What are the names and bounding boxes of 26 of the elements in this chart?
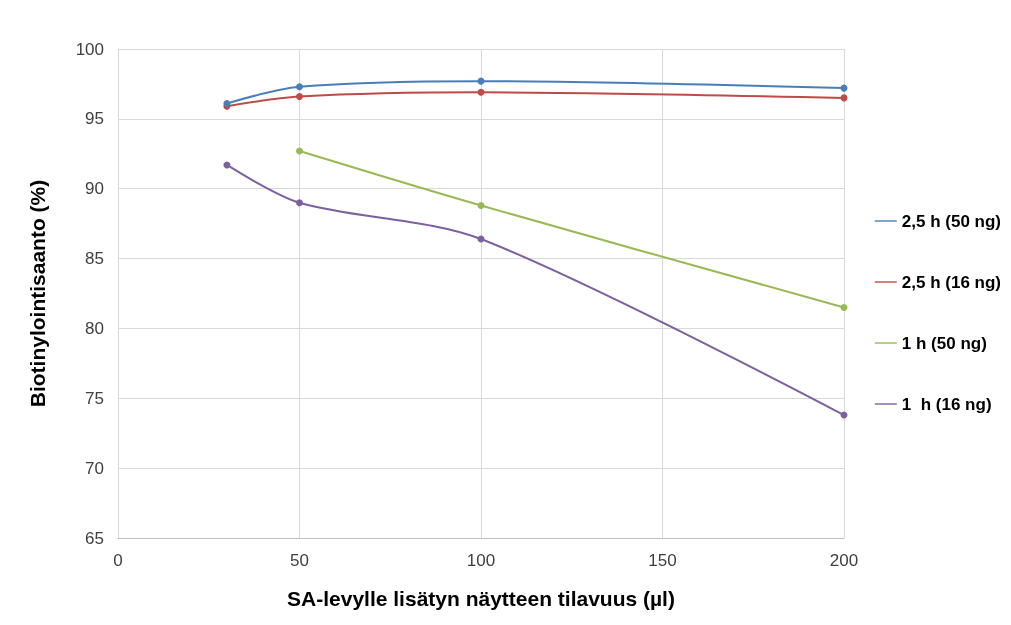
y-axis-title: Biotinylointisaanto (%) (26, 179, 49, 408)
legend-label: 1 h (50 ng) (901, 333, 987, 353)
point (296, 83, 303, 91)
legend-label: 1 h (16 ng) (901, 394, 992, 414)
x-tick-label: 100 (466, 551, 496, 570)
y-tick-label: 95 (85, 109, 104, 129)
x-tick-label: 150 (648, 551, 677, 570)
legend-label: 2,5 h (50 ng) (901, 211, 1001, 231)
y-tick-label: 75 (85, 388, 104, 408)
point (296, 199, 303, 207)
y-tick-label: 65 (85, 528, 104, 548)
point (296, 93, 303, 100)
x-tick-label: 200 (829, 551, 859, 570)
y-tick-label: 80 (85, 318, 104, 338)
y-tick-label: 90 (85, 179, 104, 199)
y-tick-label: 70 (85, 458, 104, 478)
x-tick-label: 50 (290, 551, 309, 570)
point (477, 88, 485, 96)
point (840, 303, 848, 311)
y-tick-label: 100 (75, 39, 104, 59)
point (296, 147, 303, 155)
point (477, 201, 485, 209)
legend-label: 2,5 h (16 ng) (901, 272, 1001, 292)
x-tick-label: 0 (113, 551, 123, 570)
x-axis-title: SA-levylle lisätyn näytteen tilavuus (µl) (287, 587, 675, 610)
y-tick-label: 85 (85, 249, 104, 269)
